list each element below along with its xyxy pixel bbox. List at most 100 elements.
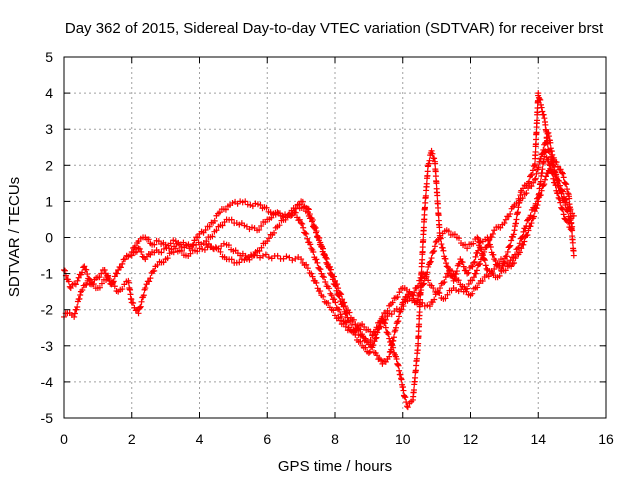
- data-point: [213, 227, 220, 234]
- data-point: [526, 178, 533, 185]
- data-point: [420, 236, 427, 243]
- data-point: [339, 296, 346, 303]
- data-point: [451, 231, 458, 238]
- data-point: [322, 278, 329, 285]
- data-point: [320, 274, 327, 281]
- data-point: [410, 295, 417, 302]
- data-point: [313, 256, 320, 263]
- data-point: [246, 256, 253, 263]
- data-point: [398, 376, 405, 383]
- x-axis-ticks: 0 2 4 6 8 10 12 14 16: [60, 57, 614, 447]
- data-point: [317, 288, 324, 295]
- data-point: [431, 243, 438, 250]
- data-point: [96, 274, 103, 281]
- data-point: [306, 211, 313, 218]
- data-point: [115, 266, 122, 273]
- data-point: [300, 224, 307, 231]
- data-point: [419, 256, 426, 263]
- data-point: [299, 220, 306, 227]
- data-point: [140, 292, 147, 299]
- data-point: [470, 274, 477, 281]
- data-point: [299, 198, 306, 205]
- data-point: [146, 278, 153, 285]
- data-point: [472, 270, 479, 277]
- data-point: [316, 235, 323, 242]
- data-point: [388, 311, 395, 318]
- data-point: [431, 296, 438, 303]
- data-point: [428, 147, 435, 154]
- data-point: [520, 241, 527, 248]
- data-point: [187, 250, 194, 257]
- data-point: [548, 169, 555, 176]
- data-point: [444, 264, 451, 271]
- data-point: [532, 200, 539, 207]
- data-point: [439, 244, 446, 251]
- data-point: [504, 248, 511, 255]
- data-point: [516, 249, 523, 256]
- data-point: [478, 246, 485, 253]
- data-point: [546, 148, 553, 155]
- data-point: [119, 260, 126, 267]
- data-point: [539, 166, 546, 173]
- data-point: [474, 284, 481, 291]
- data-point: [211, 217, 218, 224]
- data-point: [531, 213, 538, 220]
- data-point: [395, 318, 402, 325]
- data-point: [520, 185, 527, 192]
- data-point: [310, 248, 317, 255]
- data-point: [539, 108, 546, 115]
- data-point: [61, 267, 68, 274]
- data-point: [438, 241, 445, 248]
- data-point: [464, 270, 471, 277]
- data-point: [84, 271, 91, 278]
- data-point: [311, 223, 318, 230]
- data-point: [481, 257, 488, 264]
- data-point: [258, 222, 265, 229]
- data-point: [352, 321, 359, 328]
- data-point: [562, 180, 569, 187]
- data-point: [362, 335, 369, 342]
- data-point: [453, 271, 460, 278]
- data-point: [507, 242, 514, 249]
- data-point: [398, 306, 405, 313]
- data-point: [196, 245, 203, 252]
- data-point: [317, 239, 324, 246]
- data-point: [359, 331, 366, 338]
- data-point: [461, 284, 468, 291]
- data-point: [337, 290, 344, 297]
- data-point: [154, 261, 161, 268]
- data-point: [326, 263, 333, 270]
- data-point: [357, 338, 364, 345]
- data-point: [559, 206, 566, 213]
- data-point: [427, 258, 434, 265]
- data-point: [479, 278, 486, 285]
- data-point: [565, 219, 572, 226]
- data-point: [397, 371, 404, 378]
- data-point: [506, 243, 513, 250]
- data-point: [365, 350, 372, 357]
- data-point: [549, 170, 556, 177]
- data-point: [459, 259, 466, 266]
- data-point: [426, 259, 433, 266]
- data-point: [435, 204, 442, 211]
- data-point: [337, 317, 344, 324]
- data-point: [555, 194, 562, 201]
- data-point: [319, 273, 326, 280]
- data-point: [371, 338, 378, 345]
- y-tick-label: 3: [45, 121, 53, 137]
- data-point: [469, 290, 476, 297]
- data-point: [257, 202, 264, 209]
- data-point: [531, 176, 538, 183]
- data-point: [437, 285, 444, 292]
- data-point: [536, 190, 543, 197]
- data-point: [258, 244, 265, 251]
- x-tick-label: 0: [60, 431, 68, 447]
- data-point: [487, 244, 494, 251]
- data-point: [481, 255, 488, 262]
- data-point: [557, 199, 564, 206]
- data-point: [568, 227, 575, 234]
- data-point: [557, 166, 564, 173]
- data-point: [432, 160, 439, 167]
- data-point: [376, 323, 383, 330]
- data-point: [431, 155, 438, 162]
